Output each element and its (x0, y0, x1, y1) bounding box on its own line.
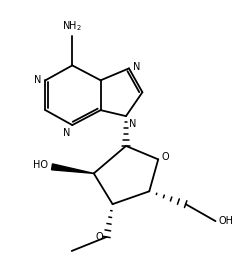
Text: NH$_2$: NH$_2$ (62, 19, 82, 33)
Text: O: O (162, 152, 169, 162)
Text: N: N (129, 119, 136, 129)
Text: HO: HO (34, 160, 48, 170)
Text: N: N (133, 62, 140, 72)
Text: N: N (64, 128, 71, 138)
Text: O: O (96, 232, 103, 242)
Polygon shape (52, 164, 94, 173)
Text: N: N (34, 75, 42, 85)
Text: OH: OH (218, 216, 234, 226)
